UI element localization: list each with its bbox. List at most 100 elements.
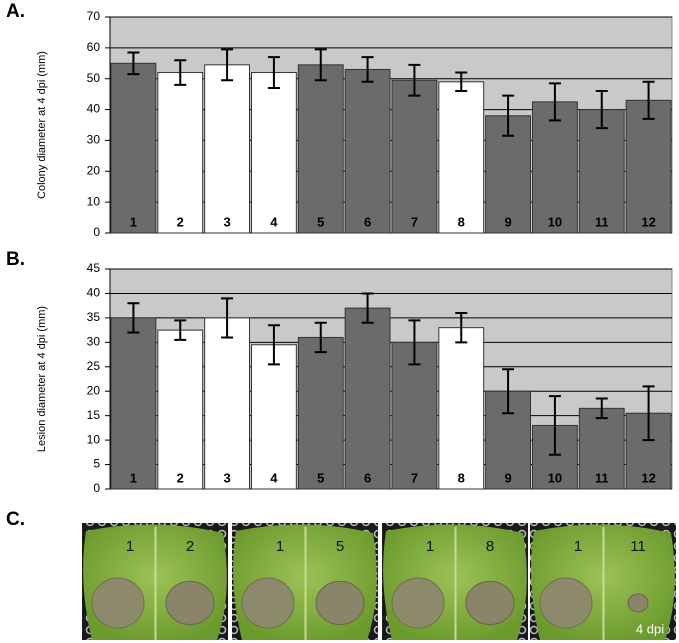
lesion [465,580,515,626]
bar [438,81,485,234]
y-tick-label: 60 [87,40,101,54]
leaf-label: 2 [186,538,194,555]
error-bar [408,319,421,366]
y-axis-title: Colony diameter at 4 dpi (mm) [36,51,48,199]
bar [110,62,157,234]
y-tick-label: 20 [87,163,101,177]
error-bar [455,71,468,93]
bar [204,317,251,490]
photo-panel: 1 2 1 5 1 8 1 114 dpi [82,523,676,640]
category-label: 12 [641,214,655,229]
error-bar [314,48,327,82]
error-bar [361,292,374,324]
y-tick-label: 15 [87,408,101,422]
y-tick-label: 35 [87,310,101,324]
category-label: 3 [223,470,230,485]
panel-label: C. [6,509,25,530]
y-tick-label: 30 [87,133,101,147]
y-tick-label: 5 [93,457,100,471]
leaf-label: 11 [630,538,646,555]
y-axis-title: Lesion diameter at 4 dpi (mm) [36,306,48,452]
category-label: 10 [548,470,562,485]
error-bar [455,312,468,344]
bar [297,64,344,234]
plot-background [109,268,673,490]
plot-background [109,16,673,234]
bar [391,341,438,490]
category-label: 3 [223,214,230,229]
category-label: 6 [364,214,371,229]
y-tick-label: 45 [87,261,101,275]
category-label: 10 [548,214,562,229]
bar [391,79,438,234]
error-bar [127,302,140,334]
bar [578,109,625,234]
leaf-label: 1 [426,538,434,555]
error-bar [642,385,655,442]
bar [344,307,391,490]
category-label: 7 [411,214,418,229]
bar [157,329,204,490]
y-tick-label: 30 [87,335,101,349]
error-bar [267,56,280,89]
category-label: 6 [364,470,371,485]
error-bar [174,319,187,341]
category-label: 9 [504,470,511,485]
error-bar [221,297,234,339]
error-bar [127,51,140,76]
bar [532,101,578,234]
leaf-label: 1 [276,538,284,555]
category-label: 1 [130,214,137,229]
y-tick-label: 0 [93,225,100,239]
lesion [391,577,445,629]
category-label: 1 [130,470,137,485]
category-label: 8 [458,470,465,485]
bar [625,99,672,234]
leaf-label: 5 [336,538,344,555]
bar [204,64,251,234]
bar [110,317,157,490]
category-label: 11 [595,470,609,485]
category-label: 9 [504,214,511,229]
error-bar [595,90,608,130]
leaf-label: 1 [126,538,134,555]
panel-label: A. [6,1,25,22]
lesion [91,577,145,629]
error-bar [267,324,280,366]
error-bar [408,63,421,97]
category-label: 2 [177,470,184,485]
category-label: 4 [270,214,278,229]
y-tick-label: 40 [87,286,101,300]
error-bar [174,59,187,86]
error-bar [221,48,234,82]
category-label: 12 [641,470,655,485]
y-tick-label: 40 [87,102,101,116]
bar [251,72,297,234]
panel-label: B. [6,249,25,270]
leaf-label: 1 [574,538,582,555]
category-label: 7 [411,470,418,485]
bar [251,344,297,490]
photo-note: 4 dpi [636,621,664,636]
category-label: 5 [317,214,324,229]
bar [438,327,485,490]
category-label: 11 [595,214,609,229]
y-tick-label: 50 [87,71,101,85]
lesion [241,577,295,629]
leaf-label: 8 [486,538,494,555]
error-bar [361,56,374,83]
category-label: 2 [177,214,184,229]
bar [297,336,344,490]
y-tick-label: 0 [93,481,100,495]
error-bar [502,368,515,415]
error-bar [502,94,515,137]
error-bar [548,395,561,456]
lesion [539,577,593,629]
category-label: 8 [458,214,465,229]
category-label: 5 [317,470,324,485]
error-bar [642,80,655,120]
y-tick-label: 20 [87,383,101,397]
category-label: 4 [270,470,278,485]
bar [344,68,391,234]
